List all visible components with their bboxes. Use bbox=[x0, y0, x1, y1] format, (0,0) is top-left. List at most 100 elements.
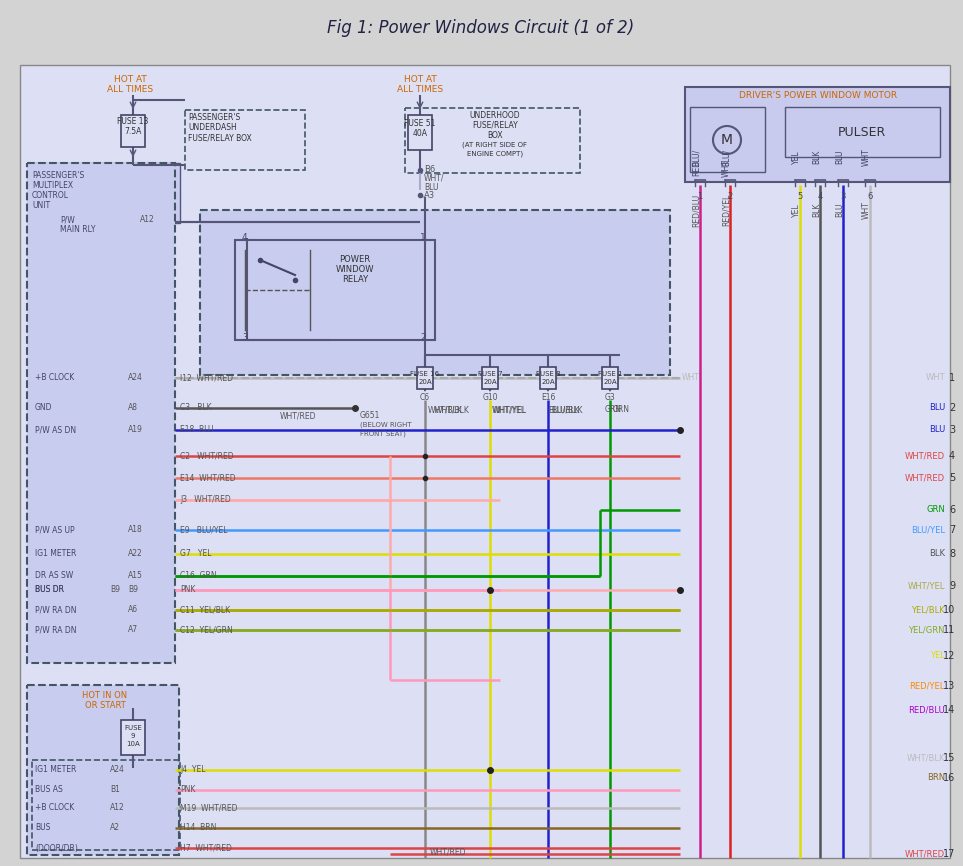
Text: A8: A8 bbox=[128, 404, 138, 412]
Text: 6: 6 bbox=[868, 192, 872, 201]
Text: P/W RA DN: P/W RA DN bbox=[35, 605, 76, 615]
Text: C6: C6 bbox=[420, 393, 430, 403]
Text: H7  WHT/RED: H7 WHT/RED bbox=[180, 843, 232, 852]
Bar bbox=[32, 163, 180, 223]
Text: WHT: WHT bbox=[862, 148, 871, 166]
Text: GRN: GRN bbox=[605, 405, 622, 415]
Bar bbox=[405, 108, 580, 173]
Text: 7: 7 bbox=[949, 525, 955, 535]
Text: FRONT SEAT): FRONT SEAT) bbox=[360, 430, 405, 437]
Text: B9: B9 bbox=[128, 585, 138, 594]
Text: 2: 2 bbox=[949, 403, 955, 413]
Text: 12: 12 bbox=[943, 651, 955, 661]
Text: RED/BLU: RED/BLU bbox=[692, 193, 701, 227]
Text: 16: 16 bbox=[943, 773, 955, 783]
Text: A3: A3 bbox=[424, 191, 435, 199]
Text: C3   BLK: C3 BLK bbox=[180, 404, 212, 412]
Text: G651: G651 bbox=[360, 410, 380, 419]
Text: BRN: BRN bbox=[926, 773, 945, 783]
Text: 2: 2 bbox=[727, 192, 733, 201]
Text: WHT/RED: WHT/RED bbox=[905, 850, 945, 858]
Text: H14  BRN: H14 BRN bbox=[180, 824, 217, 832]
Text: GND: GND bbox=[35, 404, 53, 412]
Text: RELAY: RELAY bbox=[342, 275, 368, 285]
Text: WHT/: WHT/ bbox=[424, 173, 445, 183]
Text: 5: 5 bbox=[797, 192, 802, 201]
Text: 6: 6 bbox=[949, 505, 955, 515]
Text: ALL TIMES: ALL TIMES bbox=[107, 86, 153, 94]
Text: 9: 9 bbox=[131, 733, 135, 739]
Text: M: M bbox=[721, 133, 733, 147]
Text: YEL/GRN: YEL/GRN bbox=[908, 625, 945, 635]
Text: A24: A24 bbox=[110, 766, 125, 774]
Text: BLK: BLK bbox=[812, 150, 821, 165]
Text: GRN: GRN bbox=[926, 506, 945, 514]
Text: A19: A19 bbox=[128, 425, 143, 435]
Text: BLU: BLU bbox=[835, 203, 844, 217]
Text: B9: B9 bbox=[110, 585, 120, 594]
Text: BLU: BLU bbox=[424, 183, 438, 191]
Bar bbox=[200, 210, 670, 375]
Text: 20A: 20A bbox=[418, 379, 431, 385]
Text: C16  GRN: C16 GRN bbox=[180, 572, 217, 580]
Text: IG1 METER: IG1 METER bbox=[35, 766, 76, 774]
Text: FUSE 13: FUSE 13 bbox=[117, 118, 148, 126]
Text: WHT/YEL: WHT/YEL bbox=[907, 581, 945, 591]
Text: A18: A18 bbox=[128, 526, 143, 534]
Text: YEL: YEL bbox=[792, 150, 801, 164]
Text: WHT/RED: WHT/RED bbox=[430, 848, 466, 856]
Text: 4: 4 bbox=[242, 234, 247, 242]
Text: P/W RA DN: P/W RA DN bbox=[35, 625, 76, 635]
Text: WHT/BLK: WHT/BLK bbox=[435, 405, 470, 415]
Bar bbox=[482, 367, 498, 389]
Text: FUSE/RELAY: FUSE/RELAY bbox=[472, 120, 518, 130]
Text: I12  WHT/RED: I12 WHT/RED bbox=[180, 373, 233, 383]
Bar bbox=[27, 685, 179, 855]
Text: 11: 11 bbox=[943, 625, 955, 635]
Text: M19  WHT/RED: M19 WHT/RED bbox=[180, 804, 238, 812]
Text: WHT: WHT bbox=[722, 159, 731, 177]
Bar bbox=[121, 720, 145, 755]
Text: E16: E16 bbox=[541, 393, 556, 403]
Bar bbox=[685, 87, 950, 182]
Text: G3: G3 bbox=[605, 393, 615, 403]
Text: BLU/: BLU/ bbox=[692, 148, 701, 165]
Text: B6: B6 bbox=[424, 165, 435, 175]
Text: FUSE 7: FUSE 7 bbox=[478, 371, 503, 377]
Text: HOT AT: HOT AT bbox=[403, 75, 436, 85]
Text: 1: 1 bbox=[697, 192, 703, 201]
Text: 4: 4 bbox=[818, 192, 822, 201]
Text: RED/BLU: RED/BLU bbox=[908, 706, 945, 714]
Bar bbox=[185, 110, 305, 170]
Text: PNK: PNK bbox=[180, 785, 195, 794]
Bar bbox=[408, 115, 432, 150]
Text: WHT/BLK: WHT/BLK bbox=[906, 753, 945, 762]
Bar bbox=[27, 163, 175, 663]
Text: 1: 1 bbox=[420, 234, 426, 242]
Text: UNDERHOOD: UNDERHOOD bbox=[470, 111, 520, 120]
Bar bbox=[690, 107, 765, 172]
Text: A6: A6 bbox=[128, 605, 138, 615]
Text: YEL: YEL bbox=[930, 651, 945, 661]
Text: 4: 4 bbox=[949, 451, 955, 461]
Text: RED/YEL: RED/YEL bbox=[910, 682, 945, 690]
Text: CONTROL: CONTROL bbox=[32, 191, 69, 199]
Bar bbox=[540, 367, 556, 389]
Text: WHT/BLK: WHT/BLK bbox=[428, 405, 463, 415]
Bar bbox=[121, 115, 145, 147]
Text: 3: 3 bbox=[841, 192, 846, 201]
Text: WHT/YEL: WHT/YEL bbox=[493, 405, 527, 415]
Text: Fig 1: Power Windows Circuit (1 of 2): Fig 1: Power Windows Circuit (1 of 2) bbox=[327, 19, 635, 37]
Text: 7.5A: 7.5A bbox=[124, 127, 142, 137]
Text: ENGINE COMPT): ENGINE COMPT) bbox=[467, 151, 523, 158]
Text: BLU/YEL: BLU/YEL bbox=[911, 526, 945, 534]
Text: 20A: 20A bbox=[603, 379, 617, 385]
Text: WHT/RED: WHT/RED bbox=[905, 451, 945, 461]
Text: 40A: 40A bbox=[412, 128, 428, 138]
Circle shape bbox=[713, 126, 741, 154]
Text: IG1 METER: IG1 METER bbox=[35, 550, 76, 559]
Text: BLU/BLK: BLU/BLK bbox=[551, 405, 583, 415]
Text: 14: 14 bbox=[943, 705, 955, 715]
Text: BLU: BLU bbox=[835, 150, 844, 165]
Text: P/W: P/W bbox=[60, 216, 75, 224]
